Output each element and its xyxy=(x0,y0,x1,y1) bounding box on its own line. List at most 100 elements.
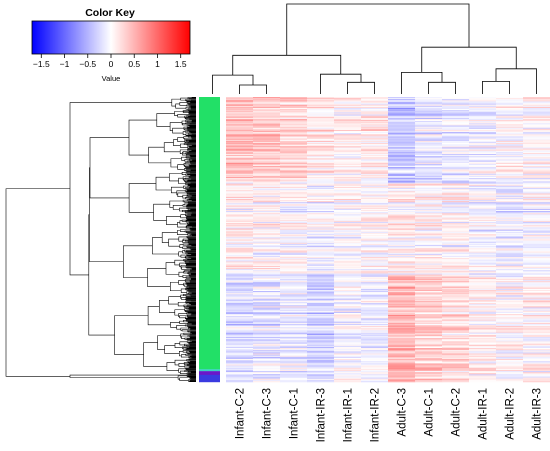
heatmap-cell xyxy=(442,332,470,335)
heatmap-cell xyxy=(280,365,308,367)
heatmap-cell xyxy=(361,258,389,260)
row-dendrogram-branch xyxy=(166,362,179,371)
heatmap-cell xyxy=(388,305,416,307)
heatmap-cell xyxy=(226,191,254,193)
heatmap-cell xyxy=(253,219,281,222)
heatmap-cell xyxy=(496,129,524,132)
heatmap-cell xyxy=(226,140,254,143)
heatmap-cell xyxy=(415,133,443,135)
heatmap-cell xyxy=(496,203,524,205)
heatmap-cell xyxy=(442,99,470,101)
heatmap-cell xyxy=(523,144,550,146)
heatmap-cell xyxy=(361,192,389,194)
heatmap-cell xyxy=(388,272,416,274)
heatmap-cell xyxy=(415,241,443,244)
heatmap-cell xyxy=(226,158,254,160)
heatmap-cell xyxy=(226,365,254,367)
heatmap-cell xyxy=(361,235,389,237)
heatmap-cell xyxy=(469,322,497,325)
heatmap-cell xyxy=(226,258,254,260)
heatmap-cell xyxy=(469,358,497,361)
heatmap-cell xyxy=(307,220,335,223)
heatmap-cell xyxy=(388,122,416,124)
row-dendrogram-branch xyxy=(191,257,196,259)
heatmap-cell xyxy=(226,250,254,252)
heatmap-cell xyxy=(307,346,335,349)
heatmap-cell xyxy=(334,247,362,249)
heatmap-cell xyxy=(307,362,335,364)
heatmap-cell xyxy=(442,366,470,369)
row-dendrogram-branch xyxy=(177,164,185,170)
heatmap-cell xyxy=(415,323,443,326)
heatmap-cell xyxy=(226,130,254,133)
heatmap-cell xyxy=(415,273,443,275)
heatmap-cell xyxy=(388,208,416,211)
heatmap-cell xyxy=(415,110,443,112)
row-dendrogram-branch xyxy=(186,267,196,269)
heatmap-cell xyxy=(226,275,254,278)
heatmap-cell xyxy=(496,364,524,366)
heatmap-cell xyxy=(388,363,416,365)
row-dendrogram-branch xyxy=(170,322,180,328)
heatmap-cell xyxy=(523,198,550,201)
heatmap-cell xyxy=(307,184,335,187)
heatmap-cell xyxy=(415,259,443,261)
heatmap-cell xyxy=(307,122,335,124)
heatmap-cell xyxy=(334,231,362,234)
heatmap-cell xyxy=(253,377,281,380)
heatmap-cell xyxy=(361,100,389,102)
heatmap-cell xyxy=(280,201,308,203)
heatmap-cell xyxy=(496,169,524,171)
row-dendrogram-branch xyxy=(179,262,186,268)
heatmap-cell xyxy=(361,201,389,203)
heatmap-cell xyxy=(361,157,389,159)
heatmap-cell xyxy=(442,339,470,341)
heatmap-cell xyxy=(226,360,254,362)
heatmap-cell xyxy=(226,132,254,134)
heatmap-cell xyxy=(496,367,524,370)
heatmap-cell xyxy=(361,111,389,113)
row-dendrogram-branch xyxy=(188,202,196,204)
heatmap-cell xyxy=(442,280,470,282)
heatmap-cell xyxy=(253,133,281,135)
heatmap-cell xyxy=(442,169,470,171)
heatmap-cell xyxy=(415,380,443,383)
heatmap-cell xyxy=(253,295,281,297)
row-dendrogram-branch xyxy=(186,287,196,290)
heatmap-cell xyxy=(469,232,497,235)
heatmap-cell xyxy=(388,201,416,203)
heatmap-cell xyxy=(334,355,362,358)
heatmap-cell xyxy=(469,213,497,215)
heatmap-cell xyxy=(226,281,254,283)
heatmap-cell xyxy=(469,247,497,249)
heatmap-cell xyxy=(226,147,254,149)
heatmap-cell xyxy=(442,182,470,184)
heatmap-cell xyxy=(388,304,416,306)
heatmap-cell xyxy=(307,130,335,133)
heatmap-cell xyxy=(361,136,389,138)
heatmap-cell xyxy=(307,209,335,212)
heatmap-cell xyxy=(280,270,308,272)
heatmap-cell xyxy=(388,345,416,348)
heatmap-cell xyxy=(280,373,308,375)
heatmap-cell xyxy=(334,167,362,169)
heatmap-cell xyxy=(334,325,362,327)
heatmap-cell xyxy=(415,154,443,156)
heatmap-cell xyxy=(469,190,497,192)
heatmap-cell xyxy=(496,338,524,340)
heatmap-cell xyxy=(280,376,308,378)
heatmap-cell xyxy=(388,330,416,332)
heatmap-cell xyxy=(253,160,281,162)
heatmap-cell xyxy=(415,374,443,376)
heatmap-cell xyxy=(496,265,524,268)
heatmap-cell xyxy=(442,341,470,343)
heatmap-cell xyxy=(442,215,470,217)
heatmap-cell xyxy=(523,257,550,259)
heatmap-cell xyxy=(361,298,389,301)
heatmap-cell xyxy=(469,192,497,194)
heatmap-cell xyxy=(496,335,524,338)
heatmap-cell xyxy=(469,356,497,359)
heatmap-cell xyxy=(469,141,497,144)
heatmap-cell xyxy=(442,213,470,215)
heatmap-cell xyxy=(388,289,416,292)
